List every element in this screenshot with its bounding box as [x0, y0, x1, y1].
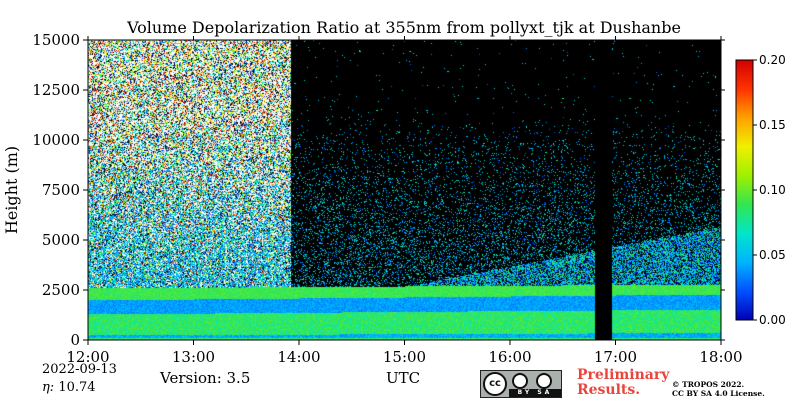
heatmap-image: [88, 40, 721, 340]
x-axis: 12:00 13:00 14:00 15:00 16:00 17:00 18:00: [66, 36, 743, 366]
sa-icon: [536, 373, 552, 389]
preliminary-line-1: Preliminary: [577, 367, 670, 383]
y-axis: 0 2500 5000 7500 10000 12500 15000: [32, 31, 725, 349]
eta-value: 10.74: [58, 380, 96, 395]
colorbar-ticks: 0.00 0.05 0.10 0.15 0.20: [753, 53, 786, 327]
colorbar-tick-label: 0.20: [759, 53, 786, 67]
preliminary-line-2: Results.: [577, 382, 641, 398]
copyright-line-2: CC BY SA 4.0 License.: [672, 389, 765, 398]
colorbar: [735, 59, 754, 321]
eta-symbol: η:: [42, 380, 55, 395]
y-tick-label: 10000: [32, 131, 80, 149]
license-badge-label: BY SA: [509, 389, 561, 397]
by-icon: [512, 373, 528, 389]
y-tick-label: 0: [70, 331, 80, 349]
x-tick-label: 18:00: [699, 348, 742, 366]
cc-license-badge: cc BY SA: [480, 370, 562, 398]
date-label: 2022-09-13: [42, 362, 117, 377]
x-tick-label: 14:00: [277, 348, 320, 366]
y-tick-label: 5000: [42, 231, 80, 249]
copyright-note: © TROPOS 2022. CC BY SA 4.0 License.: [672, 380, 765, 398]
colorbar-tick-label: 0.00: [759, 313, 786, 327]
x-tick-label: 17:00: [594, 348, 637, 366]
colorbar-tick-label: 0.10: [759, 183, 786, 197]
eta-label: η: 10.74: [42, 380, 96, 395]
y-axis-label: Height (m): [2, 146, 21, 234]
y-tick-label: 12500: [32, 81, 80, 99]
x-tick-label: 12:00: [66, 348, 109, 366]
x-tick-label: 15:00: [383, 348, 426, 366]
version-label: Version: 3.5: [160, 369, 251, 387]
x-axis-label: UTC: [386, 369, 421, 387]
x-tick-label: 16:00: [488, 348, 531, 366]
cc-icon: cc: [483, 372, 507, 396]
colorbar-tick-label: 0.05: [759, 248, 786, 262]
y-tick-label: 2500: [42, 281, 80, 299]
y-tick-label: 15000: [32, 31, 80, 49]
x-tick-label: 13:00: [172, 348, 215, 366]
preliminary-results-note: Preliminary Results.: [577, 368, 669, 398]
copyright-line-1: © TROPOS 2022.: [672, 380, 745, 389]
y-tick-label: 7500: [42, 181, 80, 199]
colorbar-tick-label: 0.15: [759, 118, 786, 132]
plot-area: [88, 40, 721, 340]
chart-title: Volume Depolarization Ratio at 355nm fro…: [126, 18, 681, 37]
